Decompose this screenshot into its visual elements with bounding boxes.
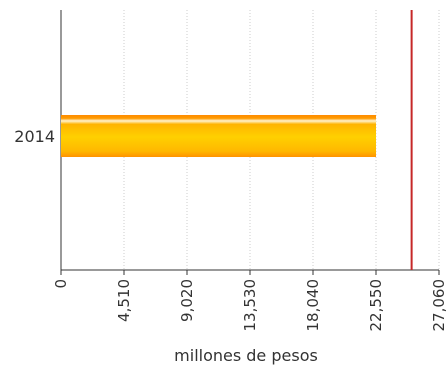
bars xyxy=(61,115,376,157)
x-tick-label: 9,020 xyxy=(178,279,196,322)
x-tick-label: 27,060 xyxy=(430,279,446,332)
x-tick-label: 13,530 xyxy=(241,279,259,332)
x-tick-label: 18,040 xyxy=(304,279,322,332)
x-tick-label: 4,510 xyxy=(115,279,133,322)
x-tick-label: 22,550 xyxy=(367,279,385,332)
labels: 2014 0 4,510 9,020 13,530 18,040 22,550 27,060 m… xyxy=(14,127,446,365)
y-tick-label: 2014 xyxy=(14,127,55,146)
x-axis-title: millones de pesos xyxy=(174,346,318,365)
bar-2014 xyxy=(61,115,376,157)
x-tick-label: 0 xyxy=(52,279,70,289)
